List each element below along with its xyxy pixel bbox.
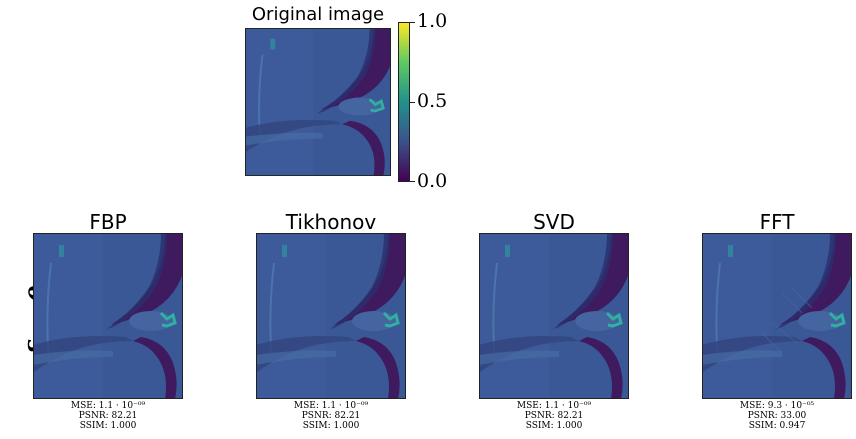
panel-image-tikhonov [256,233,406,399]
metric-mse: MSE: 1.1 · 10⁻⁰⁹ [516,401,592,411]
metric-psnr: PSNR: 33.00 [747,411,807,421]
metric-psnr: PSNR: 82.21 [524,411,584,421]
metric-psnr: PSNR: 82.21 [301,411,361,421]
metric-ssim: SSIM: 1.000 [525,421,583,431]
panel-title-tikhonov: Tikhonov [285,210,377,234]
metric-mse: MSE: 9.3 · 10⁻⁰⁵ [739,401,815,411]
panel-title-svd: SVD [533,210,575,234]
colorbar [398,22,410,182]
original-image-title: Original image [251,4,385,25]
metric-ssim: SSIM: 1.000 [302,421,360,431]
panel-image-svd [479,233,629,399]
colorbar-tick-mark [410,22,415,23]
colorbar-tick-mark [410,102,415,103]
metric-ssim: SSIM: 0.947 [748,421,806,431]
colorbar-tick-label: 1.0 [417,10,448,32]
metric-psnr: PSNR: 82.21 [78,411,138,421]
panel-image-fft [702,233,852,399]
panel-image-fbp [33,233,183,399]
colorbar-tick-mark [410,181,415,182]
panel-title-fft: FFT [759,210,795,234]
panel-title-fbp: FBP [89,210,127,234]
colorbar-tick-label: 0.5 [417,90,448,112]
metric-mse: MSE: 1.1 · 10⁻⁰⁹ [293,401,369,411]
original-image [245,28,391,176]
metric-mse: MSE: 1.1 · 10⁻⁰⁹ [70,401,146,411]
colorbar-tick-label: 0.0 [417,170,448,192]
metric-ssim: SSIM: 1.000 [79,421,137,431]
